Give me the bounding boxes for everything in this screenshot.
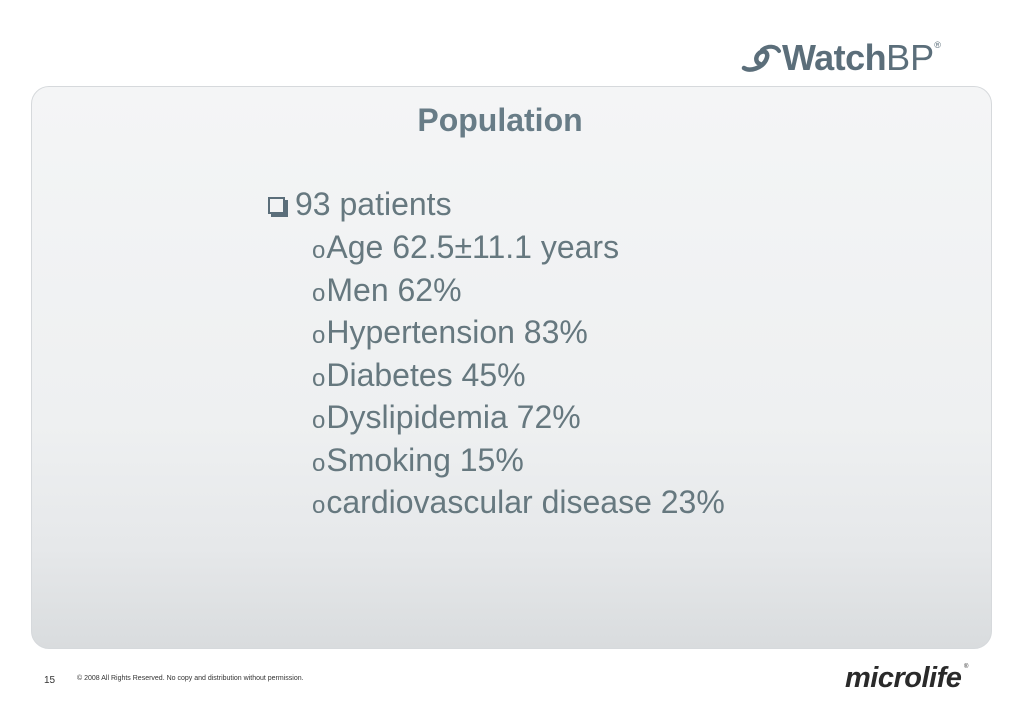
watchbp-logo-word: Watch [782,37,887,78]
sub-bullet-item: oDyslipidemia 72% [312,396,725,439]
sub-bullet-text: Dyslipidemia 72% [326,399,581,435]
sub-bullet-item: ocardiovascular disease 23% [312,481,725,524]
sub-bullet-text: Smoking 15% [326,441,524,478]
circle-bullet-icon: o [312,322,326,349]
circle-bullet-icon: o [312,237,326,264]
watchbp-swoosh-icon [741,44,781,72]
sub-bullet-text: Hypertension 83% [326,314,588,350]
circle-bullet-icon: o [312,279,326,307]
circle-bullet-icon: o [312,407,326,434]
main-bullet-text: 93 patients [295,186,452,222]
main-bullet-item: 93 patients [268,183,725,226]
box-bullet-icon [268,197,285,214]
sub-bullet-item: oAge 62.5±11.1 years [312,226,725,269]
sub-bullet-text: Diabetes 45% [326,356,526,393]
slide-title: Population [417,102,583,138]
watchbp-logo-bp: BP [886,37,935,78]
sub-bullet-item: oDiabetes 45% [312,354,725,397]
sub-bullet-text: Age 62.5±11.1 years [326,229,620,265]
sub-bullet-item: oSmoking 15% [312,439,725,482]
registered-mark: ® [964,664,969,670]
circle-bullet-icon: o [312,364,326,392]
sub-bullet-text: Men 62% [326,271,462,308]
bullet-content: 93 patients oAge 62.5±11.1 years oMen 62… [268,183,725,524]
registered-mark: ® [934,40,941,50]
sub-bullet-item: oHypertension 83% [312,311,725,354]
sub-bullet-item: oMen 62% [312,269,725,312]
sub-bullet-text: cardiovascular disease 23% [326,484,725,520]
page-number: 15 [44,675,56,686]
watchbp-logo: Watch BP ® [740,38,941,78]
circle-bullet-icon: o [312,492,326,519]
content-panel [31,86,992,649]
microlife-logo: microlife [845,662,962,694]
copyright-notice: © 2008 All Rights Reserved. No copy and … [77,675,304,682]
circle-bullet-icon: o [312,449,326,477]
sub-bullet-list: oAge 62.5±11.1 years oMen 62% oHypertens… [268,226,725,524]
